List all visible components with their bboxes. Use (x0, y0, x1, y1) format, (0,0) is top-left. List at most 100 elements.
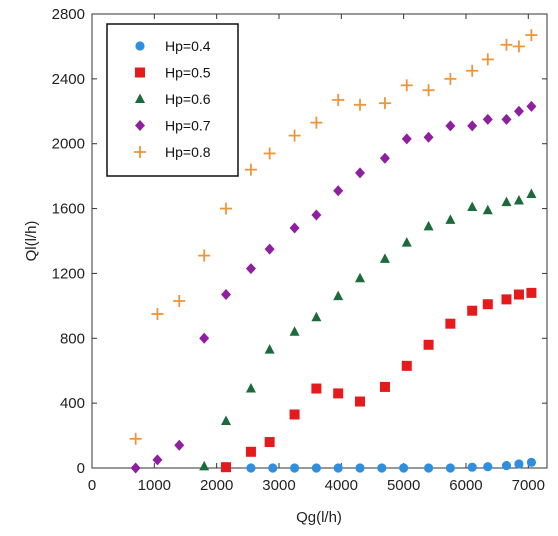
data-point (354, 98, 367, 111)
data-point (526, 457, 537, 467)
data-point (245, 446, 256, 457)
data-point (245, 263, 256, 275)
data-point (444, 72, 457, 85)
data-point (311, 311, 322, 322)
data-point (445, 318, 456, 329)
data-point (513, 105, 524, 117)
data-point (445, 120, 456, 132)
data-point (311, 209, 322, 221)
data-point (355, 272, 366, 283)
legend-box (106, 23, 239, 177)
data-point (379, 253, 390, 263)
legend-marker (135, 41, 145, 51)
data-point (289, 326, 300, 336)
data-point (422, 84, 435, 97)
data-point (151, 307, 164, 320)
series-hp-0-5 (221, 287, 537, 473)
data-point (246, 463, 256, 473)
data-point (221, 289, 232, 301)
y-axis: 0 400 800 1200 1600 2000 2400 2800 (52, 6, 547, 477)
legend-label: Hp=0.4 (165, 38, 211, 54)
data-point (173, 294, 186, 307)
legend-marker (135, 93, 145, 103)
data-point (129, 432, 142, 445)
data-point (512, 40, 525, 53)
data-point (501, 113, 512, 125)
legend-label: Hp=0.7 (165, 118, 211, 134)
data-point (245, 383, 256, 393)
data-point (311, 383, 322, 394)
legend-label: Hp=0.5 (165, 65, 211, 81)
data-point (311, 463, 321, 473)
data-point (220, 202, 233, 215)
data-point (152, 454, 163, 466)
data-point (423, 339, 434, 350)
data-point (199, 460, 210, 471)
data-point (423, 220, 434, 231)
data-point (264, 243, 275, 255)
data-point (401, 133, 412, 145)
data-point (514, 459, 524, 469)
data-point (513, 194, 524, 205)
x-axis-label: Qg(l/h) (296, 509, 342, 526)
y-axis-label: Ql(l/h) (23, 221, 40, 262)
data-point (400, 79, 413, 92)
x-tick-label: 7000 (512, 477, 545, 494)
data-point (288, 129, 301, 142)
x-tick-label: 6000 (449, 477, 482, 494)
data-point (263, 147, 276, 160)
x-tick-label: 4000 (325, 477, 358, 494)
data-point (501, 294, 512, 305)
series-hp-0-7 (130, 100, 537, 474)
legend-marker (135, 67, 145, 78)
data-point (526, 287, 537, 298)
data-point (377, 463, 387, 473)
y-tick-label: 2400 (52, 71, 85, 88)
legend: Hp=0.4 Hp=0.5 Hp=0.6 Hp=0.7 Hp=0.8 (106, 23, 239, 177)
legend-label: Hp=0.6 (165, 91, 211, 107)
data-point (379, 381, 390, 392)
x-tick-label: 5000 (387, 477, 420, 494)
data-point (483, 462, 493, 472)
x-tick-label: 0 (88, 477, 96, 494)
data-point (466, 64, 479, 77)
data-point (130, 462, 141, 474)
data-point (423, 131, 434, 143)
data-point (221, 415, 232, 425)
y-tick-label: 0 (77, 460, 85, 477)
legend-marker (135, 120, 145, 131)
data-point (526, 188, 537, 198)
x-tick-label: 3000 (262, 477, 295, 494)
y-tick-label: 2000 (52, 136, 85, 153)
data-point (221, 462, 232, 473)
data-point (333, 185, 344, 197)
data-point (289, 222, 300, 234)
data-point (264, 344, 275, 354)
data-point (199, 332, 210, 344)
series-hp-0-8 (129, 29, 538, 445)
x-tick-label: 1000 (138, 477, 171, 494)
data-point (333, 290, 344, 301)
y-tick-label: 400 (60, 395, 85, 412)
data-point (525, 29, 538, 42)
legend-label: Hp=0.8 (165, 144, 211, 160)
series-hp-0-6 (199, 188, 537, 471)
data-point (482, 299, 493, 310)
data-point (379, 152, 390, 164)
data-point (501, 196, 512, 207)
data-point (399, 463, 409, 473)
x-axis: 0 1000 2000 3000 4000 5000 6000 7000 (88, 14, 545, 494)
data-point (332, 93, 345, 106)
data-point (355, 463, 365, 473)
data-point (289, 463, 300, 473)
data-point (500, 38, 513, 51)
legend-marker (134, 146, 146, 158)
data-point (289, 409, 300, 420)
data-point (467, 305, 478, 316)
data-point (467, 201, 478, 211)
data-point (445, 214, 456, 224)
y-tick-label: 2800 (52, 6, 85, 23)
data-point (268, 463, 278, 473)
data-point (198, 249, 211, 262)
